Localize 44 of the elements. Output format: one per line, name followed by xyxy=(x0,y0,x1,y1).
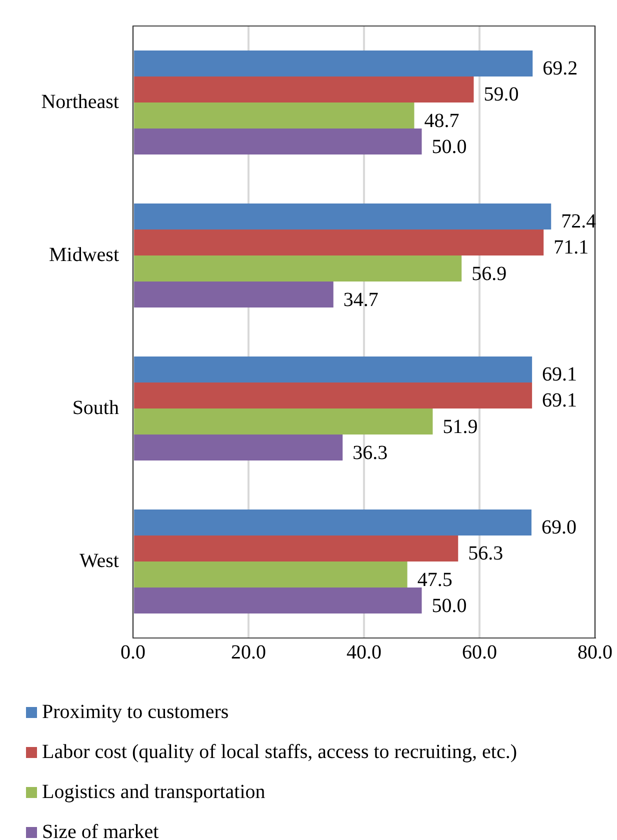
data-label: 69.0 xyxy=(541,516,576,539)
bar xyxy=(134,509,532,536)
data-label: 69.1 xyxy=(542,364,578,386)
bar xyxy=(134,408,433,435)
legend-label: Logistics and transportation xyxy=(42,780,266,804)
data-label: 48.7 xyxy=(424,110,460,132)
data-label: 51.9 xyxy=(442,416,478,438)
bar xyxy=(134,356,532,382)
y-tick-label: Northeast xyxy=(41,90,120,113)
x-tick-label: 60.0 xyxy=(462,641,497,664)
data-label: 56.3 xyxy=(468,542,504,565)
bar xyxy=(134,203,552,230)
x-tick-label: 0.0 xyxy=(120,641,146,664)
data-label: 56.9 xyxy=(472,262,507,285)
bar xyxy=(134,102,414,129)
bar xyxy=(134,282,334,308)
bar xyxy=(134,229,544,256)
bar xyxy=(134,76,474,102)
y-tick-label: West xyxy=(80,550,120,572)
data-label: 71.1 xyxy=(554,236,589,259)
bar xyxy=(134,50,533,76)
bar xyxy=(134,128,422,155)
data-label: 36.3 xyxy=(352,442,388,464)
data-label: 59.0 xyxy=(484,84,519,106)
bar xyxy=(134,588,422,614)
data-label: 69.1 xyxy=(542,390,578,412)
bar xyxy=(134,562,408,588)
bar xyxy=(134,535,458,562)
legend-label: Labor cost (quality of local staffs, access to recruiting, etc.) xyxy=(42,740,518,764)
y-tick-label: South xyxy=(72,396,119,419)
x-tick-label: 80.0 xyxy=(578,641,612,664)
bar xyxy=(134,256,462,282)
y-tick-label: Midwest xyxy=(49,244,120,266)
data-label: 34.7 xyxy=(343,288,378,311)
bar xyxy=(134,434,343,461)
x-tick-label: 20.0 xyxy=(231,641,266,664)
x-tick-label: 40.0 xyxy=(346,641,382,664)
data-label: 69.2 xyxy=(542,58,578,80)
data-label: 47.5 xyxy=(417,568,452,591)
bar xyxy=(134,382,532,408)
legend-label: Size of market xyxy=(42,820,159,840)
data-label: 50.0 xyxy=(432,136,467,158)
data-label: 50.0 xyxy=(432,594,467,617)
legend-label: Proximity to customers xyxy=(42,700,229,724)
